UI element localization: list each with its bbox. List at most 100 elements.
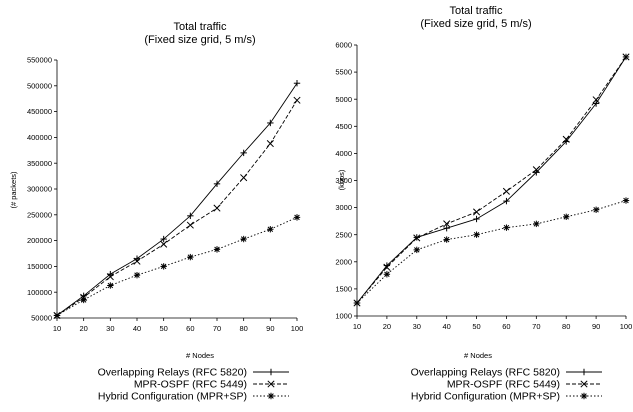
x-tick-label: 20 bbox=[79, 324, 87, 333]
data-point bbox=[267, 119, 274, 127]
data-point bbox=[240, 174, 248, 182]
y-tick-label: 3500 bbox=[335, 176, 352, 185]
series-line bbox=[356, 56, 627, 304]
y-tick-label: 1000 bbox=[335, 312, 352, 321]
y-tick-label: 2000 bbox=[335, 257, 352, 266]
chart-title: Total traffic bbox=[450, 5, 503, 17]
y-tick-label: 100000 bbox=[27, 288, 52, 297]
series-3 bbox=[53, 214, 301, 319]
y-axis-label: (kbps) bbox=[337, 169, 346, 190]
data-point bbox=[473, 208, 481, 216]
data-point bbox=[160, 263, 167, 270]
legend-marker bbox=[580, 392, 588, 400]
data-point bbox=[473, 231, 480, 238]
legend-label: MPR-OSPF (RFC 5449) bbox=[134, 379, 247, 391]
y-tick-label: 5000 bbox=[335, 95, 352, 104]
chart-left: Total traffic (Fixed size grid, 5 m/s) (… bbox=[9, 21, 303, 403]
data-point bbox=[562, 135, 570, 143]
y-tick-label: 6000 bbox=[335, 41, 352, 50]
x-tick-label: 50 bbox=[472, 322, 480, 331]
x-tick-label: 30 bbox=[413, 322, 421, 331]
data-point bbox=[443, 224, 450, 232]
y-tick-label: 300000 bbox=[27, 185, 52, 194]
x-tick-label: 70 bbox=[213, 324, 221, 333]
y-tick-label: 4000 bbox=[335, 149, 352, 158]
y-tick-label: 500000 bbox=[27, 81, 52, 90]
data-point bbox=[106, 273, 114, 281]
x-tick-label: 90 bbox=[592, 322, 600, 331]
data-point bbox=[592, 100, 600, 107]
x-tick-label: 100 bbox=[620, 322, 633, 331]
legend: Overlapping Relays (RFC 5820)MPR-OSPF (R… bbox=[411, 367, 602, 403]
series-1 bbox=[353, 53, 630, 307]
data-point bbox=[240, 149, 247, 157]
data-point bbox=[133, 257, 141, 265]
series-line bbox=[356, 200, 627, 304]
data-point bbox=[443, 220, 451, 228]
y-tick-label: 200000 bbox=[27, 236, 52, 245]
y-tick-label: 450000 bbox=[27, 107, 52, 116]
x-tick-label: 60 bbox=[186, 324, 194, 333]
data-point bbox=[213, 180, 221, 188]
legend-label: Overlapping Relays (RFC 5820) bbox=[411, 367, 560, 379]
data-point bbox=[187, 212, 194, 220]
data-point bbox=[413, 246, 420, 254]
x-tick-label: 80 bbox=[239, 324, 247, 333]
y-tick-label: 5500 bbox=[335, 68, 352, 77]
data-point bbox=[53, 312, 61, 319]
data-point bbox=[383, 271, 391, 278]
data-point bbox=[160, 240, 168, 248]
data-point bbox=[213, 204, 221, 212]
data-point bbox=[267, 226, 274, 233]
y-tick-label: 350000 bbox=[27, 159, 52, 168]
data-point bbox=[532, 166, 540, 174]
x-tick-label: 80 bbox=[562, 322, 570, 331]
data-point bbox=[240, 235, 247, 243]
data-point bbox=[107, 282, 114, 289]
data-point bbox=[133, 271, 141, 279]
series-line bbox=[56, 100, 298, 316]
series-line bbox=[356, 56, 627, 304]
legend-marker bbox=[267, 380, 275, 388]
series-2 bbox=[353, 53, 630, 307]
data-point bbox=[503, 224, 510, 231]
data-point bbox=[293, 80, 301, 87]
x-tick-label: 10 bbox=[353, 322, 361, 331]
legend-label: Hybrid Configuration (MPR+SP) bbox=[411, 391, 560, 403]
x-tick-label: 90 bbox=[266, 324, 274, 333]
x-axis-label: # Nodes bbox=[464, 351, 492, 360]
chart-right: Total traffic (Fixed size grid, 5 m/s) (… bbox=[335, 5, 632, 403]
y-tick-label: 4500 bbox=[335, 122, 352, 131]
data-point bbox=[293, 96, 301, 104]
legend-marker bbox=[580, 380, 588, 388]
chart-title: Total traffic bbox=[174, 21, 227, 33]
x-tick-label: 30 bbox=[106, 324, 114, 333]
legend: Overlapping Relays (RFC 5820)MPR-OSPF (R… bbox=[98, 367, 289, 403]
legend-marker bbox=[580, 368, 588, 376]
data-point bbox=[622, 53, 630, 61]
legend-marker bbox=[267, 368, 275, 376]
data-point bbox=[266, 140, 274, 148]
series-1 bbox=[53, 80, 301, 319]
x-tick-label: 10 bbox=[53, 324, 61, 333]
legend-label: Overlapping Relays (RFC 5820) bbox=[98, 367, 247, 379]
series-line bbox=[56, 82, 298, 316]
data-point bbox=[592, 96, 600, 104]
y-tick-label: 150000 bbox=[27, 262, 52, 271]
data-point bbox=[563, 213, 570, 221]
legend-label: MPR-OSPF (RFC 5449) bbox=[447, 379, 560, 391]
data-point bbox=[443, 236, 450, 243]
x-tick-label: 70 bbox=[532, 322, 540, 331]
data-point bbox=[383, 263, 391, 271]
data-point bbox=[502, 187, 510, 195]
y-tick-label: 50000 bbox=[31, 314, 52, 323]
series-3 bbox=[353, 197, 630, 307]
data-point bbox=[187, 253, 194, 261]
x-tick-label: 50 bbox=[159, 324, 167, 333]
x-tick-label: 60 bbox=[502, 322, 510, 331]
y-tick-label: 400000 bbox=[27, 133, 52, 142]
y-tick-label: 250000 bbox=[27, 210, 52, 219]
series-line bbox=[56, 216, 298, 316]
data-point bbox=[533, 220, 540, 228]
y-tick-label: 1500 bbox=[335, 285, 352, 294]
